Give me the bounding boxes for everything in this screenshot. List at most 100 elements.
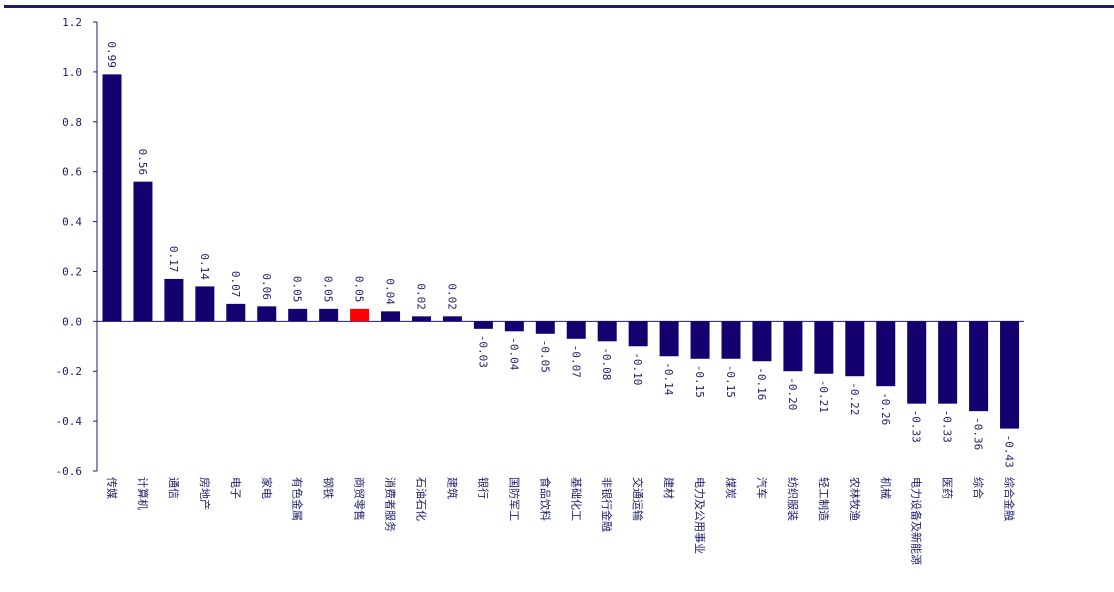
bar (164, 278, 184, 322)
top-rule (4, 5, 1114, 8)
data-label: 0.02 (415, 283, 428, 310)
data-label: 0.02 (445, 283, 458, 310)
data-label: -0.15 (693, 365, 706, 398)
bar (659, 321, 679, 357)
y-tick-label: -0.6 (56, 465, 83, 478)
category-label: 轻工制造 (817, 477, 831, 521)
category-label: 计算机 (136, 477, 150, 510)
y-tick-label: 0.8 (62, 116, 82, 129)
data-label: -0.22 (848, 382, 861, 415)
category-label: 房地产 (198, 477, 212, 510)
bar (535, 321, 555, 334)
category-label: 基础化工 (569, 477, 583, 521)
y-tick-label: 0.4 (62, 216, 82, 229)
category-label: 银行 (476, 477, 490, 499)
bar (133, 181, 153, 322)
y-tick-label: 0.2 (62, 265, 82, 278)
bar (628, 321, 648, 347)
category-label: 综合 (972, 477, 986, 499)
category-label: 国防军工 (507, 477, 521, 521)
data-label: -0.26 (879, 392, 892, 425)
bar (907, 321, 927, 404)
bar (1000, 321, 1020, 429)
category-label: 建材 (662, 477, 676, 499)
data-label: -0.04 (507, 337, 520, 370)
bar (721, 321, 741, 359)
data-label: -0.15 (724, 365, 737, 398)
data-label: -0.20 (786, 377, 799, 410)
category-label: 汽车 (755, 477, 769, 499)
category-label: 煤炭 (724, 477, 737, 499)
bar (752, 321, 772, 362)
bar (783, 321, 803, 372)
data-label: 0.04 (384, 278, 397, 305)
y-tick-label: -0.2 (56, 365, 83, 378)
data-label: -0.36 (972, 417, 985, 450)
bar (473, 321, 493, 329)
category-label: 通信 (167, 477, 180, 499)
data-label: -0.33 (941, 410, 954, 443)
data-label: 0.99 (105, 41, 118, 67)
category-label: 综合金融 (1003, 477, 1017, 521)
category-label: 电力及公用事业 (693, 477, 706, 554)
category-label: 家电 (260, 477, 274, 499)
category-label: 食品饮料 (538, 477, 552, 521)
data-label: 0.07 (229, 271, 242, 297)
data-label: 0.14 (198, 253, 211, 280)
bar (195, 286, 215, 322)
category-label: 电子 (229, 477, 242, 499)
data-label: -0.10 (631, 352, 644, 385)
data-label: 0.05 (353, 276, 366, 303)
bar (226, 303, 246, 322)
category-label: 农林牧渔 (848, 477, 862, 521)
category-label: 有色金属 (291, 477, 305, 521)
bar (102, 74, 122, 322)
y-tick-label: 1.0 (62, 66, 82, 79)
category-label: 钢铁 (322, 477, 335, 499)
bar (257, 306, 277, 322)
category-label: 机械 (879, 477, 893, 499)
y-tick-label: 1.2 (62, 16, 82, 29)
category-label: 消费者服务 (384, 477, 398, 532)
data-label: -0.21 (817, 380, 830, 413)
y-tick-label: -0.4 (56, 415, 83, 428)
data-label: -0.33 (910, 410, 923, 443)
data-label: -0.05 (538, 340, 551, 373)
category-label: 非银行金融 (600, 477, 614, 532)
data-label: -0.08 (600, 347, 613, 380)
category-label: 建筑 (445, 477, 459, 499)
bar (690, 321, 710, 359)
bar (566, 321, 586, 339)
category-label: 电力设备及新能源 (910, 477, 924, 565)
bar (442, 316, 462, 322)
bar (504, 321, 524, 332)
bar (381, 311, 401, 322)
category-label: 传媒 (105, 477, 118, 499)
data-label: -0.07 (569, 345, 582, 378)
data-label: -0.16 (755, 367, 768, 400)
bar (845, 321, 865, 377)
bar (876, 321, 896, 387)
data-label: -0.43 (1003, 435, 1016, 468)
bar (938, 321, 958, 404)
y-tick-label: 0.6 (62, 166, 82, 179)
category-label: 石油石化 (415, 477, 429, 521)
bar (288, 308, 308, 322)
category-label: 医药 (941, 477, 954, 499)
category-label: 交通运输 (631, 477, 645, 521)
bar (969, 321, 989, 412)
y-tick-label: 0.0 (62, 315, 82, 328)
category-label: 商贸零售 (353, 477, 367, 521)
data-label: 0.05 (322, 276, 335, 303)
data-label: 0.56 (136, 149, 149, 176)
data-label: -0.03 (476, 335, 489, 368)
bar (597, 321, 617, 342)
bar (412, 316, 431, 322)
data-label: 0.17 (167, 246, 180, 273)
bar (814, 321, 834, 374)
bar (350, 308, 370, 322)
category-label: 纺织服装 (786, 477, 800, 521)
data-label: -0.14 (662, 362, 675, 395)
bar (319, 308, 339, 322)
